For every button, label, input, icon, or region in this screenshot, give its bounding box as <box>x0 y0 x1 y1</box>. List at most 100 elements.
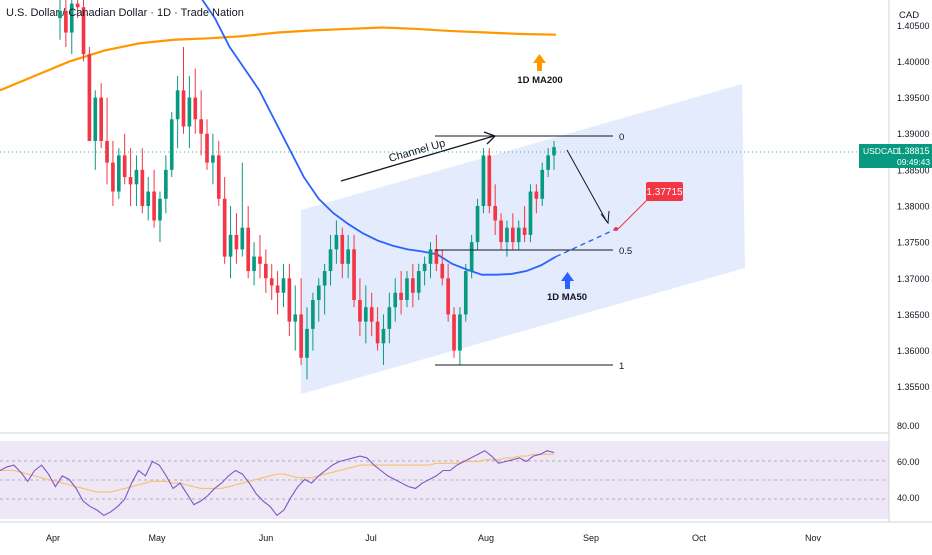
candle-body <box>393 292 398 308</box>
candle-body <box>146 191 151 206</box>
time-tick-label: Nov <box>805 533 822 543</box>
candle-body <box>269 278 274 286</box>
candle-body <box>481 155 486 206</box>
candle-body <box>246 227 251 272</box>
candle-body <box>399 292 403 300</box>
candle-body <box>199 119 203 134</box>
candle-body <box>381 328 386 344</box>
candle-body <box>369 307 374 322</box>
candle-body <box>175 90 180 120</box>
candle-body <box>64 10 68 33</box>
time-tick-label: Jul <box>365 533 377 543</box>
candle-body <box>222 198 227 257</box>
candle-body <box>205 133 209 163</box>
candle-body <box>446 278 450 315</box>
candle-body <box>228 234 233 257</box>
candle-body <box>58 10 62 19</box>
candle-body <box>252 256 256 272</box>
candle-body <box>452 314 456 351</box>
time-tick-label: May <box>148 533 166 543</box>
time-tick-label: Oct <box>692 533 707 543</box>
target-point <box>614 227 618 231</box>
rsi-axis[interactable]: 80.00 60.00 40.00 <box>897 421 920 503</box>
ma200-up-arrow-icon <box>533 54 546 71</box>
candle-body <box>334 234 339 250</box>
candle-body <box>505 227 509 243</box>
time-axis[interactable]: Apr May Jun Jul Aug Sep Oct Nov <box>46 533 822 543</box>
rsi-tick-label: 60.00 <box>897 457 920 467</box>
candle-body <box>93 97 98 141</box>
candle-body <box>511 227 515 243</box>
projection-down <box>566 149 608 223</box>
price-tick-label: 1.37000 <box>897 274 930 284</box>
candle-body <box>134 169 139 185</box>
price-axis[interactable]: 1.40500 1.40000 1.39500 1.39000 1.38500 1.380… <box>897 21 930 392</box>
candle-body <box>440 263 445 279</box>
candle-body <box>487 155 492 206</box>
candle-body <box>99 97 103 141</box>
candle-body <box>69 3 74 33</box>
candle-body <box>311 299 315 329</box>
ma50-up-arrow-icon <box>561 272 574 289</box>
candle-body <box>87 54 92 141</box>
time-tick-label: Jun <box>259 533 274 543</box>
candle-body <box>116 155 121 192</box>
candle-body <box>458 314 462 351</box>
last-price-symbol: USDCAD <box>863 146 899 156</box>
candle-body <box>475 206 480 243</box>
fib-label-0: 0 <box>619 132 624 143</box>
rsi-tick-label: 40.00 <box>897 493 920 503</box>
ma50-label: 1D MA50 <box>547 292 587 303</box>
candle-body <box>434 249 439 264</box>
candle-body <box>352 249 356 300</box>
candle-body <box>122 155 127 178</box>
projection-up <box>616 198 649 231</box>
fib-label-1: 1 <box>619 361 624 372</box>
candle-body <box>328 249 333 272</box>
price-tick-label: 1.37500 <box>897 238 930 248</box>
candle-body <box>363 307 368 322</box>
candle-body <box>493 206 498 221</box>
price-tick-label: 1.40500 <box>897 21 930 31</box>
candle-body <box>428 249 433 264</box>
candle-body <box>152 191 156 221</box>
target-label: 1.37715 <box>646 187 683 198</box>
price-tick-label: 1.38500 <box>897 165 930 175</box>
symbol-title[interactable]: U.S. Dollar / Canadian Dollar · 1D · Tra… <box>6 7 244 19</box>
candle-body <box>534 191 539 199</box>
candle-body <box>287 278 292 322</box>
candle-body <box>258 256 262 264</box>
candle-body <box>128 177 133 185</box>
candle-body <box>522 227 527 235</box>
candle-body <box>216 155 221 199</box>
time-tick-label: Sep <box>583 533 599 543</box>
candle-body <box>234 234 239 250</box>
rsi-tick-label: 80.00 <box>897 421 920 431</box>
candle-body <box>340 234 345 264</box>
projection-down-arrowhead <box>600 210 610 225</box>
candle-body <box>187 97 192 127</box>
candle-body <box>240 227 245 250</box>
fib-label-05: 0.5 <box>619 246 632 257</box>
candle-body <box>546 155 550 170</box>
candle-body <box>499 220 503 243</box>
candle-body <box>281 278 286 293</box>
price-tick-label: 1.39500 <box>897 93 930 103</box>
candle-body <box>540 169 545 199</box>
candle-body <box>264 263 268 279</box>
candle-body <box>81 7 86 55</box>
rsi-line <box>0 450 555 517</box>
ma50-line <box>201 0 557 276</box>
candle-body <box>416 271 421 293</box>
last-price-tag <box>859 144 932 168</box>
candle-body <box>422 263 427 272</box>
candle-body <box>405 278 409 300</box>
candle-body <box>111 162 115 192</box>
candle-body <box>169 119 174 170</box>
candle-body <box>316 285 321 300</box>
candle-body <box>75 3 80 8</box>
candle-body <box>181 90 186 127</box>
candle-body <box>105 140 109 163</box>
